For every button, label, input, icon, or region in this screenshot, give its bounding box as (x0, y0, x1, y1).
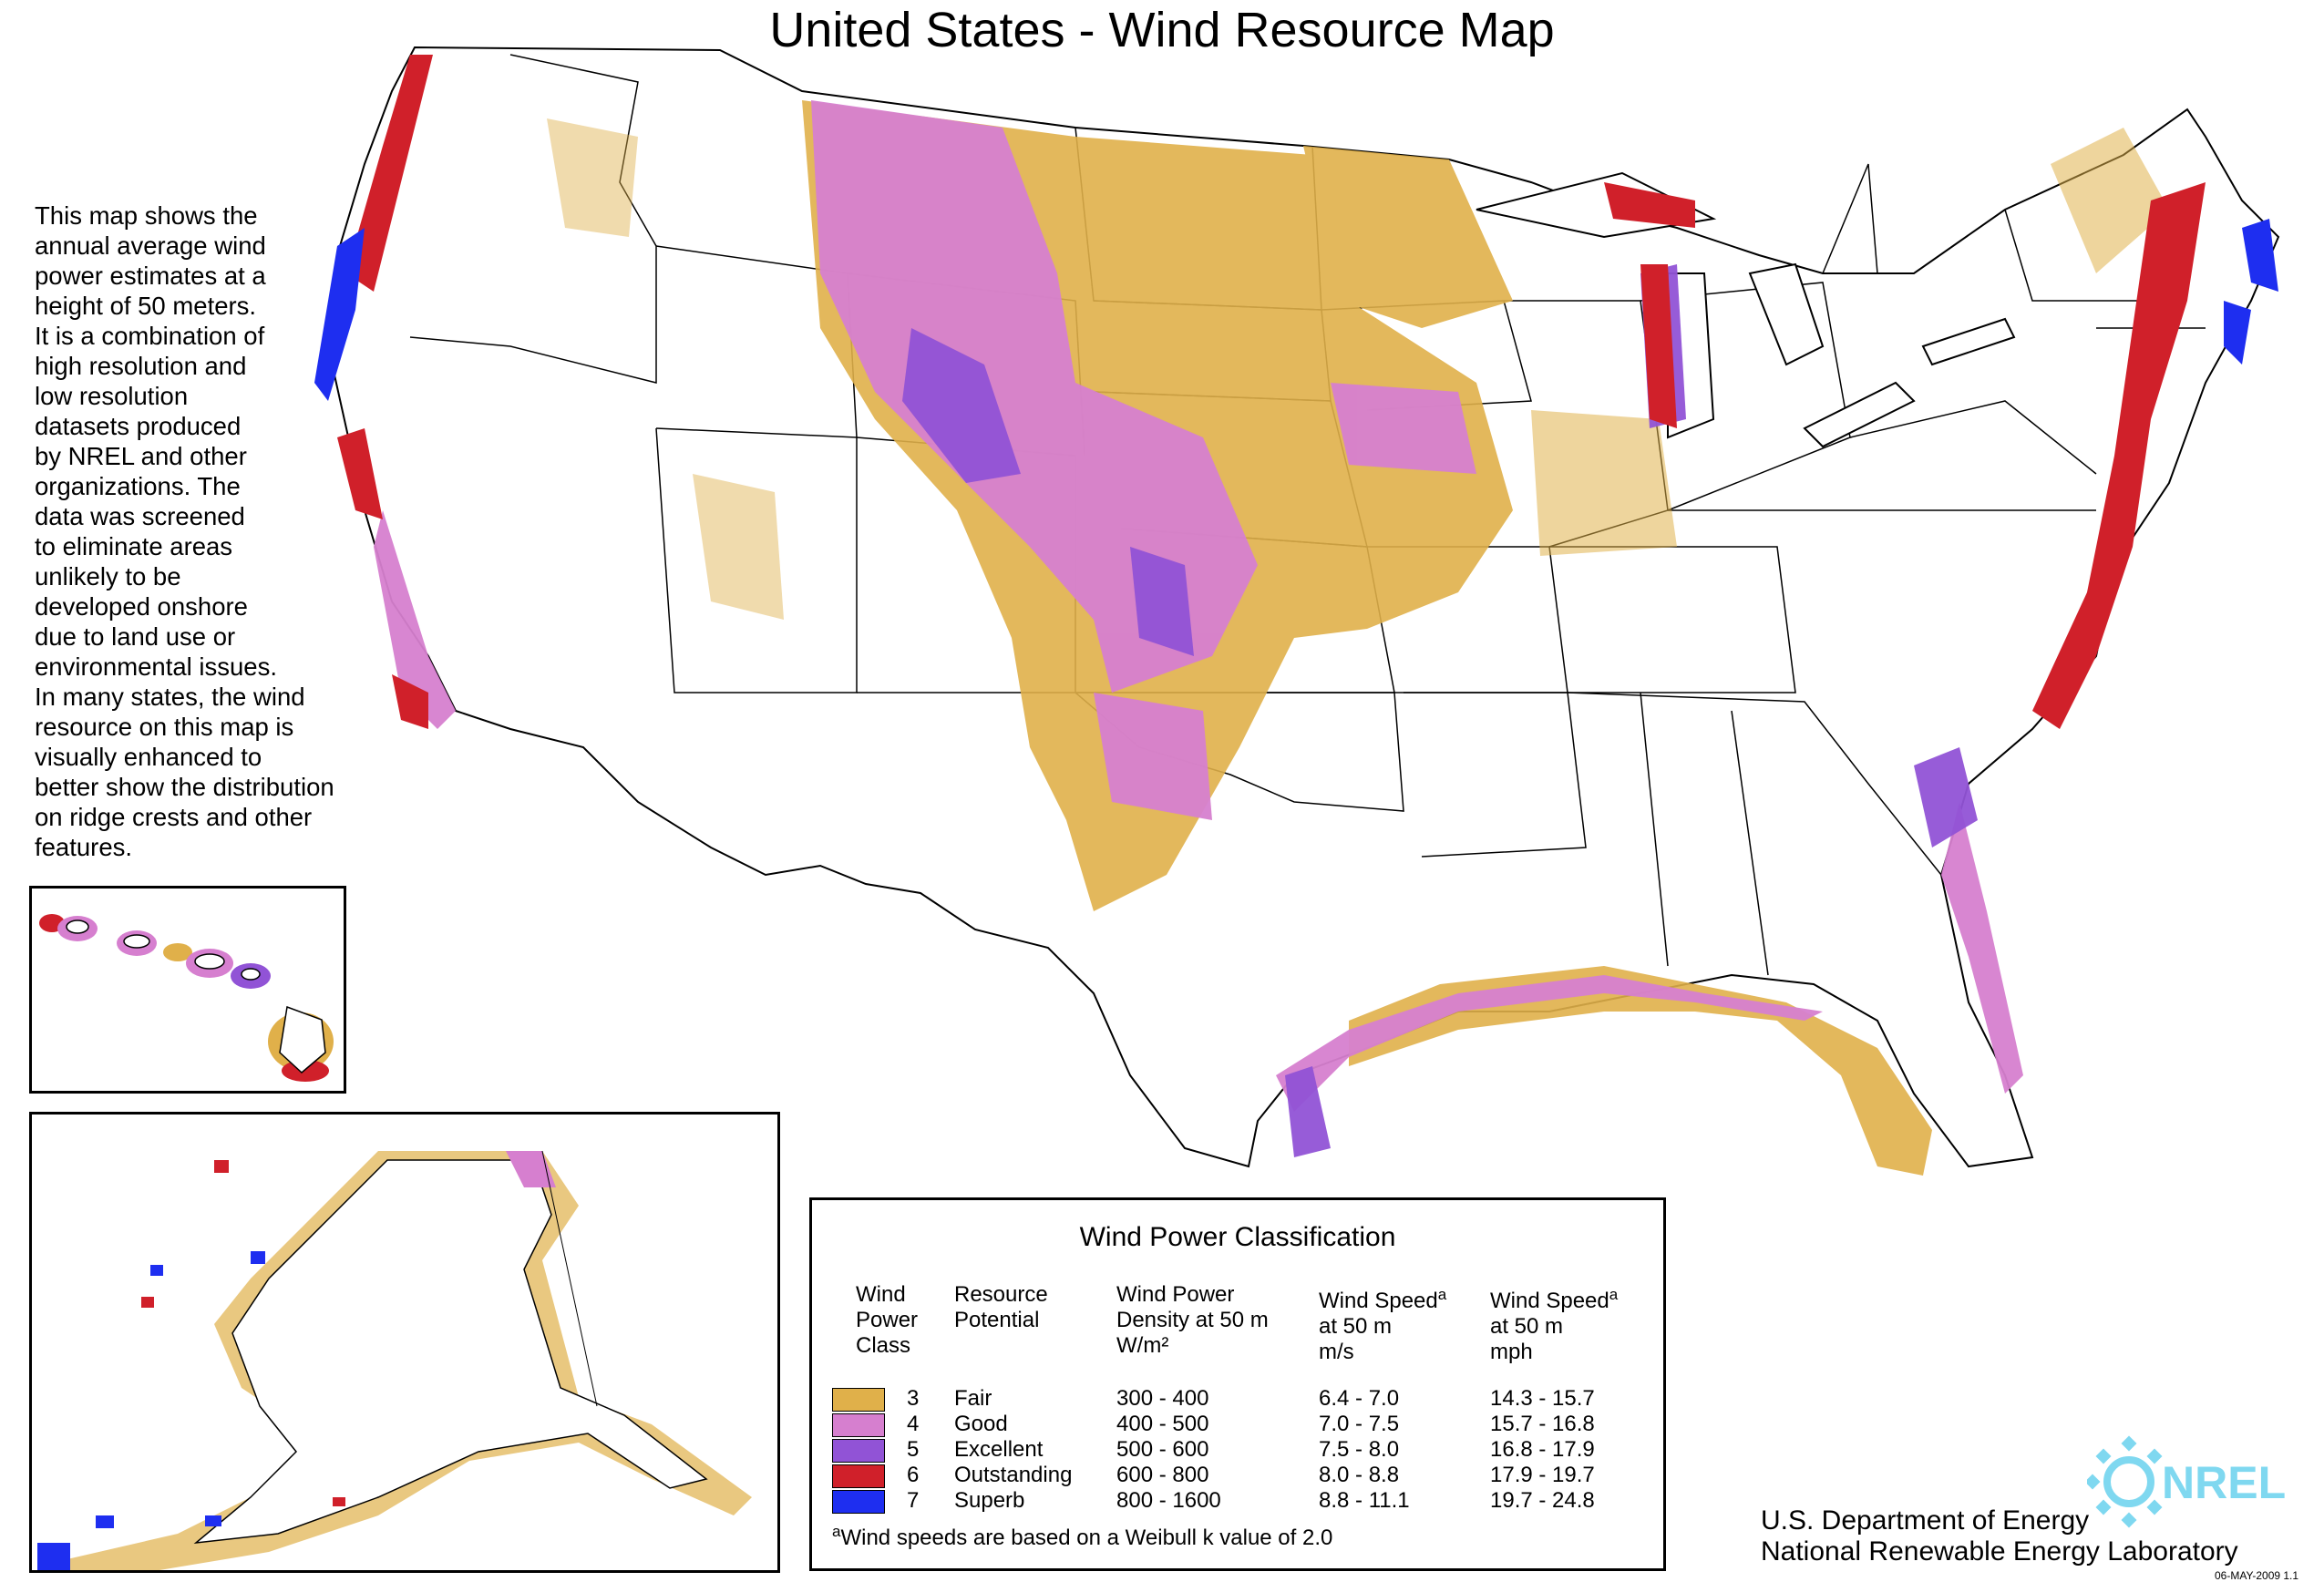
speed-ms-value: 8.8 - 11.1 (1319, 1488, 1410, 1513)
description-line: developed onshore (35, 592, 248, 621)
header-line: Potential (954, 1308, 1040, 1332)
description-line: data was screened (35, 502, 245, 530)
header-line: Wind Speeda (1490, 1282, 1618, 1314)
header-text: Wind Speed (1319, 1289, 1438, 1313)
footnote-text: Wind speeds are based on a Weibull k val… (840, 1526, 1333, 1550)
description-line: datasets produced (35, 412, 242, 440)
class-value: 7 (907, 1488, 920, 1513)
class-value: 5 (907, 1437, 920, 1462)
header-power-density: Wind Power Density at 50 m W/m² (1116, 1282, 1269, 1359)
description-line: better show the distribution (35, 773, 334, 801)
map-title: United States - Wind Resource Map (769, 3, 1555, 57)
description-line: power estimates at a (35, 262, 266, 290)
description-line: This map shows the (35, 201, 258, 230)
footnote-mark: a (1609, 1286, 1619, 1303)
header-line: Density at 50 m (1116, 1308, 1269, 1332)
header-line: mph (1490, 1340, 1533, 1364)
class-value: 3 (907, 1386, 920, 1411)
header-line: at 50 m (1490, 1314, 1564, 1339)
density-value: 500 - 600 (1116, 1437, 1209, 1462)
header-line: Wind (856, 1282, 906, 1307)
header-line: Wind Power (1116, 1282, 1235, 1307)
class-value: 4 (907, 1412, 920, 1436)
description-line: unlikely to be (35, 562, 181, 591)
nrel-sun-logo: NREL (2087, 1435, 2286, 1528)
map-description: This map shows the annual average wind p… (35, 200, 399, 862)
description-line: organizations. The (35, 472, 241, 500)
potential-value: Good (954, 1412, 1008, 1436)
description-line: features. (35, 833, 133, 861)
credit-line-nrel: National Renewable Energy Laboratory (1761, 1536, 2238, 1567)
description-line: It is a combination of (35, 322, 265, 350)
legend-swatch (832, 1490, 885, 1514)
speed-ms-value: 8.0 - 8.8 (1319, 1463, 1400, 1487)
conus-wind-map (314, 46, 2280, 1176)
header-text: Wind Speed (1490, 1289, 1609, 1313)
density-value: 400 - 500 (1116, 1412, 1209, 1436)
header-line: m/s (1319, 1340, 1354, 1364)
speed-mph-value: 17.9 - 19.7 (1490, 1463, 1595, 1487)
description-line: resource on this map is (35, 713, 294, 741)
description-line: low resolution (35, 382, 189, 410)
credit-block: U.S. Department of Energy National Renew… (1761, 1505, 2238, 1567)
description-line: due to land use or (35, 622, 236, 651)
description-line: to eliminate areas (35, 532, 233, 560)
alaska-inset (29, 1112, 780, 1573)
header-wind-speed-ms: Wind Speeda at 50 m m/s (1319, 1282, 1446, 1365)
legend-title: Wind Power Classification (1079, 1222, 1396, 1252)
wind-class-6-areas (337, 55, 2206, 729)
density-value: 300 - 400 (1116, 1386, 1209, 1411)
date-stamp: 06-MAY-2009 1.1 (2215, 1569, 2299, 1582)
header-wind-power-class: Wind Power Class (856, 1282, 918, 1359)
legend-swatch (832, 1464, 885, 1488)
potential-value: Outstanding (954, 1463, 1073, 1487)
wind-class-4-areas (374, 100, 2023, 1112)
legend-swatch (832, 1388, 885, 1412)
description-line: high resolution and (35, 352, 247, 380)
footnote-mark: a (1437, 1286, 1447, 1303)
description-line: height of 50 meters. (35, 292, 257, 320)
hawaii-map (39, 914, 334, 1082)
speed-ms-value: 6.4 - 7.0 (1319, 1386, 1400, 1411)
header-line: at 50 m (1319, 1314, 1393, 1339)
description-line: by NREL and other (35, 442, 247, 470)
header-line: Resource (954, 1282, 1048, 1307)
legend-swatch (832, 1439, 885, 1463)
speed-mph-value: 19.7 - 24.8 (1490, 1488, 1595, 1513)
class-value: 6 (907, 1463, 920, 1487)
header-line: W/m² (1116, 1333, 1169, 1358)
header-line: Class (856, 1333, 911, 1358)
header-line: Wind Speeda (1319, 1282, 1446, 1314)
description-line: environmental issues. (35, 652, 277, 681)
footnote-mark: a (832, 1523, 841, 1540)
nrel-logo-text: NREL (2162, 1457, 2286, 1508)
header-resource-potential: Resource Potential (954, 1282, 1048, 1333)
legend-swatch (832, 1413, 885, 1437)
description-line: visually enhanced to (35, 743, 262, 771)
header-wind-speed-mph: Wind Speeda at 50 m mph (1490, 1282, 1618, 1365)
potential-value: Fair (954, 1386, 992, 1411)
wind-class-7-areas (314, 219, 2278, 401)
speed-ms-value: 7.5 - 8.0 (1319, 1437, 1400, 1462)
hawaii-inset (29, 886, 346, 1094)
wind-power-legend: Wind Power Classification Wind Power Cla… (809, 1197, 1666, 1571)
speed-mph-value: 16.8 - 17.9 (1490, 1437, 1595, 1462)
potential-value: Superb (954, 1488, 1025, 1513)
header-line: Power (856, 1308, 919, 1332)
alaska-map (37, 1150, 752, 1570)
legend-footnote: aWind speeds are based on a Weibull k va… (832, 1523, 1332, 1551)
density-value: 600 - 800 (1116, 1463, 1209, 1487)
description-line: on ridge crests and other (35, 803, 313, 831)
credit-line-doe: U.S. Department of Energy (1761, 1505, 2090, 1536)
density-value: 800 - 1600 (1116, 1488, 1221, 1513)
description-line: annual average wind (35, 231, 266, 260)
potential-value: Excellent (954, 1437, 1044, 1462)
speed-mph-value: 15.7 - 16.8 (1490, 1412, 1595, 1436)
description-line: In many states, the wind (35, 683, 305, 711)
speed-ms-value: 7.0 - 7.5 (1319, 1412, 1400, 1436)
speed-mph-value: 14.3 - 15.7 (1490, 1386, 1595, 1411)
